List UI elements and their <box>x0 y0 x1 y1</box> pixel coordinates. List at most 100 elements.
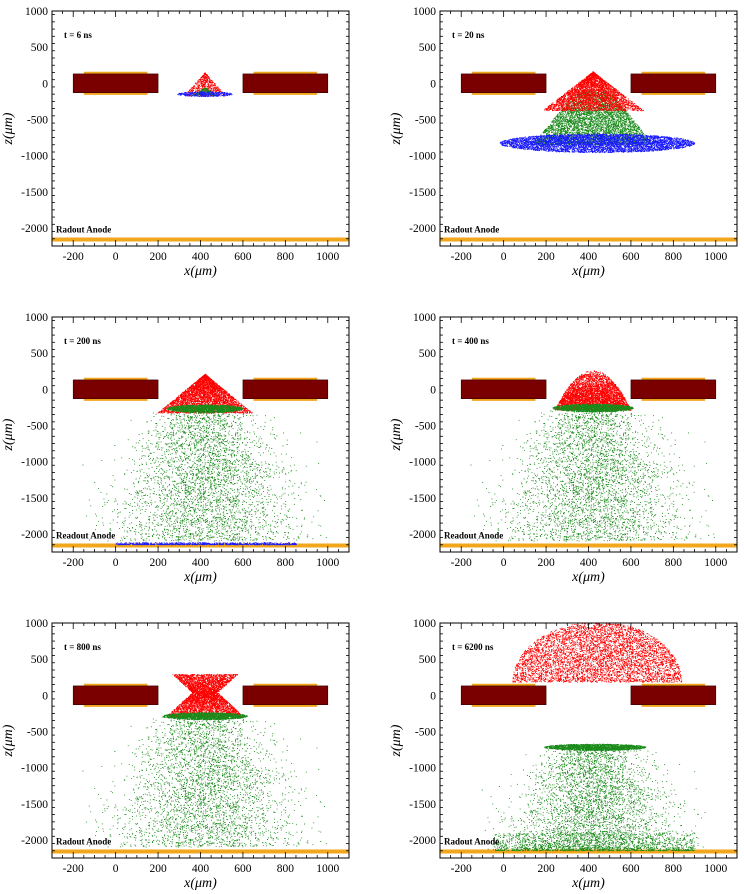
anode-label: Radout Anode <box>56 224 111 234</box>
x-tick-label: 1000 <box>704 557 727 569</box>
y-tick-label: -1000 <box>409 151 436 163</box>
y-tick-label: -500 <box>27 420 48 432</box>
y-tick-label: 0 <box>42 384 48 396</box>
series-green-2 <box>481 746 706 851</box>
time-label: t = 6200 ns <box>452 642 494 652</box>
panel-6: -200 0 200 400 600 800 100010005000-500-1000-1… <box>389 618 738 891</box>
y-tick-label: -1500 <box>409 187 436 199</box>
readout-anode-line <box>440 237 737 242</box>
x-tick-label: 800 <box>277 863 295 875</box>
copper-layer <box>83 92 148 95</box>
copper-layer <box>253 683 318 686</box>
y-tick-label: -1000 <box>21 151 48 163</box>
series-red-2 <box>169 673 241 718</box>
plot-frame <box>51 10 350 247</box>
series-blue-2 <box>499 133 696 154</box>
series-red-1 <box>512 623 683 683</box>
copper-layer <box>253 398 318 401</box>
y-tick-label: 0 <box>430 384 436 396</box>
y-tick-label: 1000 <box>25 6 48 18</box>
x-tick-label: 200 <box>149 863 167 875</box>
y-tick-label: -1000 <box>21 457 48 469</box>
anode-label: Radout Anode <box>444 836 499 846</box>
y-tick-label: -500 <box>27 726 48 738</box>
y-axis-label: z(μm) <box>1 418 16 451</box>
electrode-block <box>460 73 547 94</box>
electrode-block <box>630 379 717 400</box>
copper-layer <box>83 71 148 74</box>
copper-layer <box>641 704 706 707</box>
electrode-block <box>242 379 329 400</box>
time-label: t = 800 ns <box>64 642 101 652</box>
x-tick-label: 600 <box>622 863 640 875</box>
series-green-3 <box>544 743 647 752</box>
x-tick-label: 200 <box>149 557 167 569</box>
series-blue-3 <box>177 91 233 98</box>
electrode-block <box>242 73 329 94</box>
panel-2: -200 0 200 400 600 800 100010005000-500-1000-1… <box>389 6 738 279</box>
panel-1: -200 0 200 400 600 800 100010005000-500-1000-1… <box>1 6 350 279</box>
x-tick-label: 1000 <box>316 863 339 875</box>
copper-layer <box>253 377 318 380</box>
readout-anode-line <box>440 543 737 548</box>
copper-layer <box>83 398 148 401</box>
y-tick-label: -1500 <box>21 187 48 199</box>
x-axis-label: x(μm) <box>571 264 605 279</box>
y-tick-label: -500 <box>415 726 436 738</box>
copper-layer <box>641 71 706 74</box>
y-axis-label: z(μm) <box>389 418 404 451</box>
y-axis-label: z(μm) <box>389 112 404 145</box>
x-tick-label: 200 <box>149 251 167 263</box>
x-tick-label: 0 <box>501 863 507 875</box>
x-tick-label: -200 <box>451 557 472 569</box>
y-axis-label: z(μm) <box>1 112 16 145</box>
y-tick-label: 1000 <box>25 618 48 630</box>
copper-layer <box>83 704 148 707</box>
x-tick-label: 0 <box>113 251 119 263</box>
copper-layer <box>471 377 536 380</box>
y-tick-label: 1000 <box>413 312 436 324</box>
series-green-4 <box>493 832 696 852</box>
x-tick-label: -200 <box>63 863 84 875</box>
y-tick-label: 500 <box>31 348 49 360</box>
series-green-1 <box>470 410 715 542</box>
panel-4: -200 0 200 400 600 800 100010005000-500-1000-1… <box>389 312 738 585</box>
y-tick-label: 1000 <box>413 6 436 18</box>
copper-layer <box>83 377 148 380</box>
y-tick-label: -1000 <box>409 457 436 469</box>
y-tick-label: 0 <box>42 690 48 702</box>
y-tick-label: 500 <box>419 348 437 360</box>
electrode-block <box>72 73 159 94</box>
electrode-block <box>242 685 329 706</box>
y-tick-label: 0 <box>42 78 48 90</box>
x-axis-label: x(μm) <box>183 570 217 585</box>
copper-layer <box>641 92 706 95</box>
x-tick-label: 600 <box>234 863 252 875</box>
readout-anode-line <box>52 237 349 242</box>
y-tick-label: -1500 <box>409 799 436 811</box>
y-tick-label: 500 <box>31 42 49 54</box>
series-green-1 <box>82 716 327 848</box>
panel-3: -200 0 200 400 600 800 100010005000-500-1000-1… <box>1 312 350 585</box>
y-tick-label: -500 <box>415 420 436 432</box>
electrode-block <box>72 685 159 706</box>
y-tick-label: 0 <box>430 78 436 90</box>
y-tick-label: -1500 <box>21 493 48 505</box>
y-tick-label: -2000 <box>409 835 436 847</box>
x-tick-label: 0 <box>113 557 119 569</box>
x-tick-label: 1000 <box>704 251 727 263</box>
readout-anode-line <box>52 543 349 548</box>
anode-label: Radout Anode <box>444 224 499 234</box>
x-tick-label: -200 <box>63 557 84 569</box>
time-label: t = 200 ns <box>64 336 101 346</box>
copper-layer <box>253 704 318 707</box>
anode-label: Readout Anode <box>444 530 503 540</box>
x-axis-label: x(μm) <box>183 264 217 279</box>
plot-frame <box>51 622 350 859</box>
series-green-1 <box>82 410 327 542</box>
x-tick-label: 0 <box>501 251 507 263</box>
x-tick-label: 400 <box>192 557 210 569</box>
x-tick-label: 800 <box>665 557 683 569</box>
x-tick-label: -200 <box>451 251 472 263</box>
